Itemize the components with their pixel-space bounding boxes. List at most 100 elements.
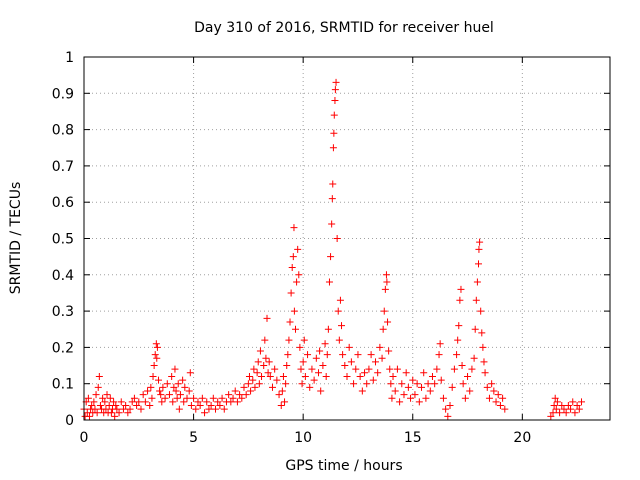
data-point [567,405,575,413]
data-point [174,380,182,388]
data-point [262,354,270,362]
data-point [275,391,283,399]
data-point [308,365,316,373]
data-point [227,398,235,406]
data-point [153,343,161,351]
data-point [190,394,198,402]
data-point [152,340,160,348]
data-point [488,380,496,388]
data-point [135,398,143,406]
x-axis-label: GPS time / hours [285,458,402,474]
data-point [201,409,209,417]
data-point [261,336,269,344]
data-point [477,307,485,315]
data-point [172,387,180,395]
data-point [328,195,336,203]
y-tick-label: 0.7 [52,159,74,175]
data-point [325,278,333,286]
data-point [379,325,387,333]
data-point [286,318,294,326]
data-point [483,383,491,391]
data-point [158,398,166,406]
data-point [260,362,268,370]
data-point [329,144,337,152]
data-point [496,401,504,409]
data-point [194,398,202,406]
data-point [247,387,255,395]
data-point [119,405,127,413]
chart-title: Day 310 of 2016, SRMTID for receiver hue… [194,20,494,36]
data-point [91,405,99,413]
data-point [560,405,568,413]
data-point [383,278,391,286]
data-point [409,376,417,384]
data-point [126,405,134,413]
data-point [426,387,434,395]
data-point [181,383,189,391]
data-point [287,289,295,297]
data-point [551,394,559,402]
data-point [341,362,349,370]
data-point [455,322,463,330]
data-point [453,351,461,359]
data-point [180,398,188,406]
data-point [229,394,237,402]
data-point [148,394,156,402]
data-point [111,412,119,420]
data-point [113,405,121,413]
data-point [338,322,346,330]
data-point [216,401,224,409]
data-point [93,409,101,417]
data-point [331,86,339,94]
data-point [245,372,253,380]
data-point [176,391,184,399]
data-point [380,307,388,315]
data-point [84,394,92,402]
data-point [263,314,271,322]
data-point [95,372,103,380]
data-point [450,365,458,373]
data-point [90,398,98,406]
data-point [186,369,194,377]
data-point [322,372,330,380]
y-tick-label: 0.9 [52,86,74,102]
y-tick-label: 0.4 [52,268,74,284]
data-point [550,401,558,409]
data-point [352,365,360,373]
data-point [106,394,114,402]
data-point [293,278,301,286]
data-point [151,351,159,359]
data-point [294,245,302,253]
data-point [328,220,336,228]
data-point [476,238,484,246]
data-point [494,391,502,399]
data-point [413,380,421,388]
data-point [170,383,178,391]
data-point [378,354,386,362]
data-point [159,383,167,391]
data-point [115,409,123,417]
data-point [454,336,462,344]
y-tick-label: 0 [65,413,74,429]
data-point [420,369,428,377]
x-tick-label: 5 [189,430,198,446]
data-point [144,387,152,395]
data-point [231,387,239,395]
data-point [300,336,308,344]
data-point [444,412,452,420]
data-point [428,372,436,380]
y-tick-label: 0.5 [52,232,74,248]
y-axis-label: SRMTID / TECUs [8,182,24,295]
data-point [369,376,377,384]
data-point [461,394,469,402]
data-point [343,372,351,380]
data-point [418,383,426,391]
data-point [382,271,390,279]
data-point [187,401,195,409]
y-tick-label: 0.1 [52,377,74,393]
data-point [128,398,136,406]
data-point [442,405,450,413]
data-point [107,409,115,417]
data-point [457,285,465,293]
data-point [466,387,474,395]
